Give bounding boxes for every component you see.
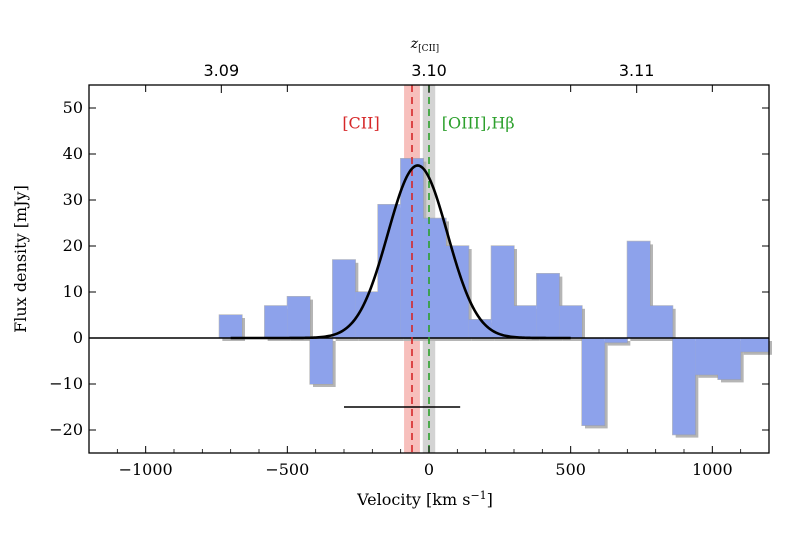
y-axis: −20 −10 0 10 20 30 40 50 [49,98,769,439]
bar [718,338,741,380]
x-tick-label: −1000 [119,460,173,479]
bar [264,305,288,338]
x-axis-label: Velocity [km s−1] [356,489,493,509]
bar [219,315,242,338]
fit-curve [230,164,571,340]
x-axis: −1000 −500 0 500 1000 [116,85,742,479]
bar [559,305,582,338]
histogram [219,158,769,435]
label-oiii-hbeta: [OIII],Hβ [442,114,515,133]
y-tick-label: 10 [63,282,83,301]
bar [310,338,333,384]
line-markers [411,85,430,453]
bar [604,338,628,343]
x-tick-label: 0 [424,460,434,479]
top-tick-label: 3.10 [411,61,447,80]
bar [740,338,769,352]
gaussian-fit [230,164,571,340]
bar-shadow [607,341,631,346]
y-axis-label: Flux density [mJy] [11,185,30,333]
bar [332,259,356,338]
bar [355,292,378,338]
bar [695,338,718,375]
top-axis-label: z[CII] [410,36,439,54]
bar [378,204,401,338]
bar [627,241,650,338]
y-tick-label: −10 [49,374,83,393]
y-tick-label: 20 [63,236,83,255]
y-tick-label: 30 [63,190,83,209]
bar [491,246,514,338]
bar [423,218,446,338]
bar [650,305,673,338]
bar [514,305,537,338]
top-axis: 3.09 3.10 3.11 [204,61,655,93]
x-tick-label: 500 [555,460,586,479]
label-cii: [CII] [342,114,379,133]
bar [400,158,424,338]
y-tick-label: 0 [73,328,83,347]
top-tick-label: 3.09 [204,61,240,80]
y-tick-label: 50 [63,98,83,117]
bar [582,338,605,426]
bar [536,273,560,338]
y-tick-label: −20 [49,420,83,439]
x-tick-label: 1000 [692,460,733,479]
x-tick-label: −500 [265,460,309,479]
bar [672,338,696,435]
bar [446,246,469,338]
top-tick-label: 3.11 [619,61,655,80]
bar [287,296,310,338]
y-tick-label: 40 [63,144,83,163]
